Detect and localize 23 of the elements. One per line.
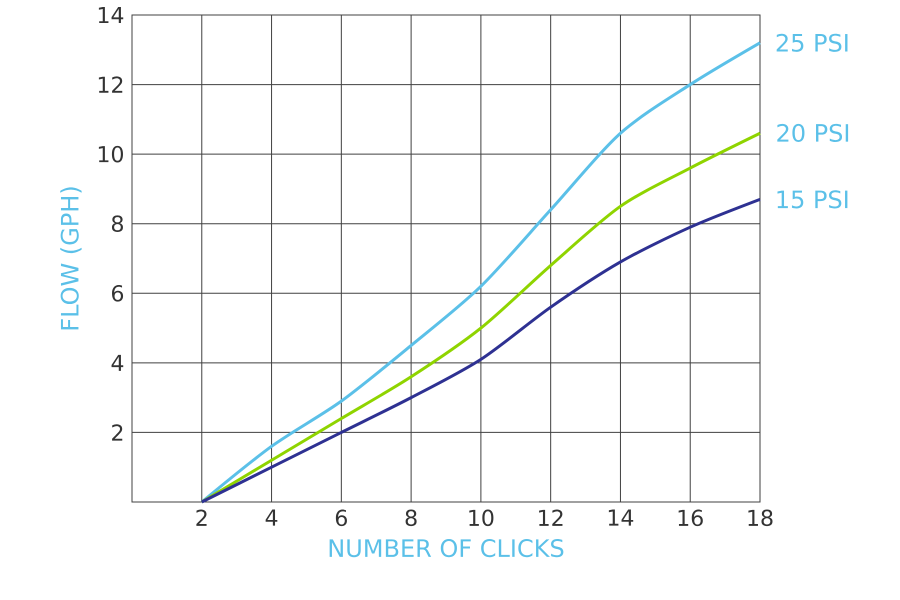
x-tick-label: 12 bbox=[539, 510, 562, 526]
line-series bbox=[200, 41, 762, 504]
y-tick-label: 14 bbox=[98, 6, 124, 24]
x-tick-label: 4 bbox=[266, 510, 278, 526]
y-tick-label: 4 bbox=[112, 354, 124, 371]
y-tick-label: 12 bbox=[98, 76, 122, 93]
y-tick-label: 8 bbox=[112, 215, 123, 232]
x-tick-label: 10 bbox=[469, 510, 494, 526]
y-axis-title: FLOW (GPH) bbox=[60, 187, 82, 330]
x-tick-label: 18 bbox=[748, 510, 772, 526]
y-tick-label: 6 bbox=[112, 284, 124, 302]
y-tick-label: 2 bbox=[112, 424, 122, 441]
x-tick-label: 16 bbox=[678, 510, 703, 526]
x-axis-title: NUMBER OF CLICKS bbox=[330, 539, 564, 558]
y-tick-label: 10 bbox=[98, 146, 123, 162]
x-tick-label: 14 bbox=[608, 510, 634, 526]
x-tick-label: 2 bbox=[196, 510, 207, 526]
line-series bbox=[200, 198, 762, 504]
x-tick-label: 8 bbox=[406, 510, 417, 526]
series-label: 20 PSI bbox=[777, 124, 848, 142]
series-label: 15 PSI bbox=[777, 190, 848, 208]
x-tick-label: 6 bbox=[336, 510, 347, 526]
series-label: 25 PSI bbox=[776, 34, 848, 52]
